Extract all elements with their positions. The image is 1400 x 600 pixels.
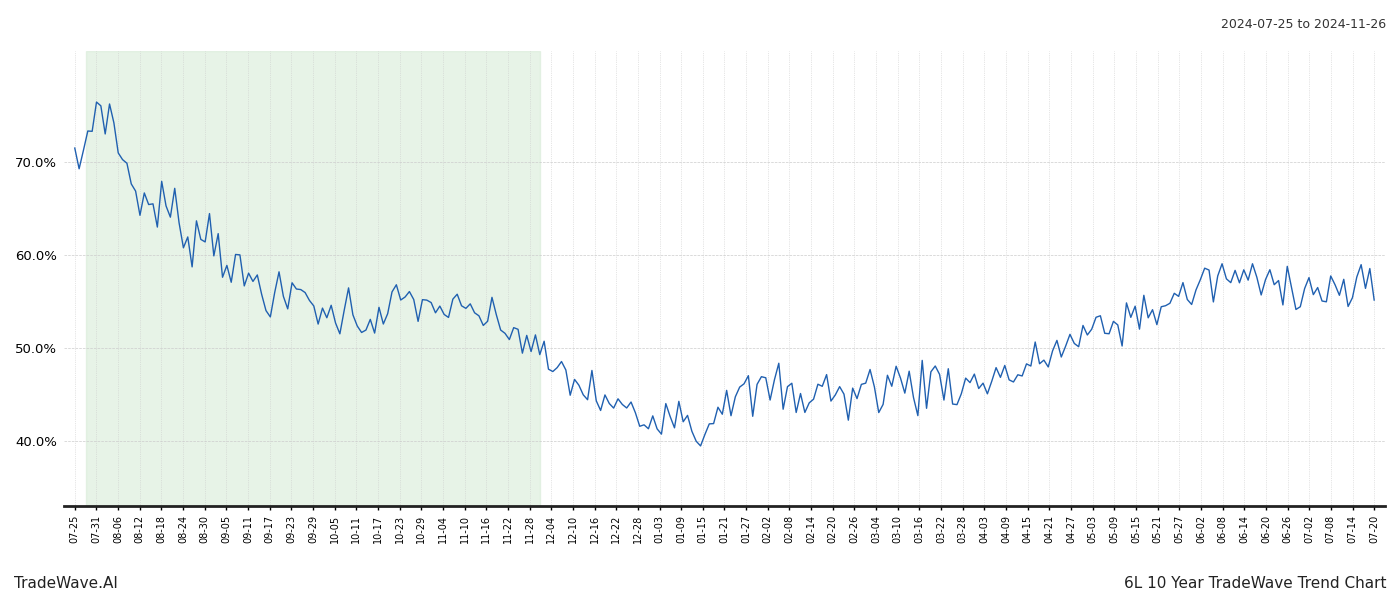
- Bar: [85, 51, 540, 506]
- Text: 6L 10 Year TradeWave Trend Chart: 6L 10 Year TradeWave Trend Chart: [1123, 576, 1386, 591]
- Text: TradeWave.AI: TradeWave.AI: [14, 576, 118, 591]
- Text: 2024-07-25 to 2024-11-26: 2024-07-25 to 2024-11-26: [1221, 18, 1386, 31]
